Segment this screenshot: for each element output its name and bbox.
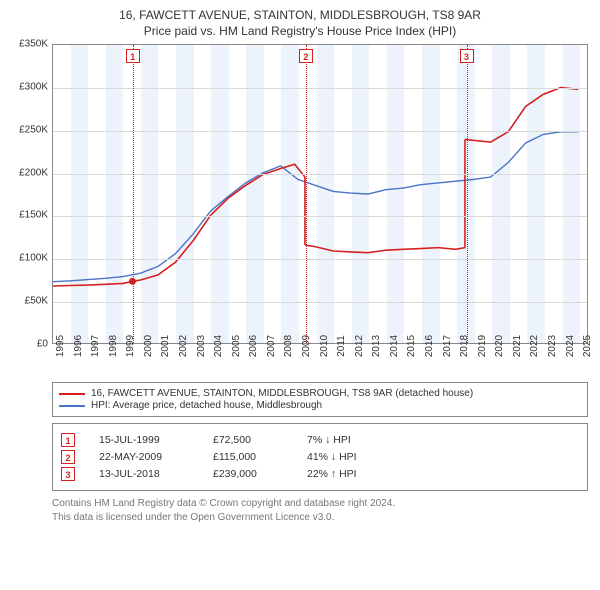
x-tick-label: 2004 <box>213 335 224 357</box>
legend-item: HPI: Average price, detached house, Midd… <box>59 400 581 411</box>
event-number-box: 1 <box>61 433 75 447</box>
y-tick-label: £350K <box>19 39 48 50</box>
series-line <box>133 164 305 281</box>
event-marker-line <box>306 45 307 343</box>
x-tick-label: 2024 <box>565 335 576 357</box>
event-date: 13-JUL-2018 <box>99 468 189 480</box>
event-diff: 41% ↓ HPI <box>307 451 357 463</box>
x-axis: 1995199619971998199920002001200220032004… <box>52 344 588 378</box>
series-line <box>53 281 133 286</box>
legend-label: HPI: Average price, detached house, Midd… <box>91 400 322 411</box>
x-tick-label: 2003 <box>196 335 207 357</box>
x-tick-label: 2013 <box>371 335 382 357</box>
series-line <box>465 88 578 142</box>
y-tick-label: £300K <box>19 81 48 92</box>
event-marker-line <box>133 45 134 343</box>
legend-swatch <box>59 393 85 395</box>
x-tick-label: 2011 <box>336 335 347 357</box>
plot-area: 1 2 3 <box>52 44 588 344</box>
event-date: 15-JUL-1999 <box>99 434 189 446</box>
event-diff: 7% ↓ HPI <box>307 434 351 446</box>
event-marker-box: 1 <box>126 49 140 63</box>
footer-line: This data is licensed under the Open Gov… <box>52 511 590 525</box>
event-price: £72,500 <box>213 434 283 446</box>
footer: Contains HM Land Registry data © Crown c… <box>52 497 590 524</box>
event-marker-box: 2 <box>299 49 313 63</box>
x-tick-label: 2001 <box>160 335 171 357</box>
y-tick-label: £200K <box>19 167 48 178</box>
event-price: £239,000 <box>213 468 283 480</box>
footer-line: Contains HM Land Registry data © Crown c… <box>52 497 590 511</box>
x-tick-label: 2010 <box>319 335 330 357</box>
x-tick-label: 2008 <box>283 335 294 357</box>
event-date: 22-MAY-2009 <box>99 451 189 463</box>
x-tick-label: 2012 <box>354 335 365 357</box>
title-address: 16, FAWCETT AVENUE, STAINTON, MIDDLESBRO… <box>10 8 590 22</box>
x-tick-label: 2016 <box>424 335 435 357</box>
x-tick-label: 2014 <box>389 335 400 357</box>
x-tick-label: 2023 <box>547 335 558 357</box>
event-number-box: 2 <box>61 450 75 464</box>
x-tick-label: 2021 <box>512 335 523 357</box>
y-tick-label: £100K <box>19 253 48 264</box>
y-axis: £0£50K£100K£150K£200K£250K£300K£350K <box>10 44 50 344</box>
x-tick-label: 2009 <box>301 335 312 357</box>
chart: £0£50K£100K£150K£200K£250K£300K£350K 123 <box>10 44 590 344</box>
event-diff: 22% ↑ HPI <box>307 468 357 480</box>
event-row: 1 15-JUL-1999 £72,500 7% ↓ HPI <box>61 433 579 447</box>
event-row: 3 13-JUL-2018 £239,000 22% ↑ HPI <box>61 467 579 481</box>
x-tick-label: 1995 <box>55 335 66 357</box>
legend: 16, FAWCETT AVENUE, STAINTON, MIDDLESBRO… <box>52 382 588 417</box>
event-row: 2 22-MAY-2009 £115,000 41% ↓ HPI <box>61 450 579 464</box>
x-tick-label: 2018 <box>459 335 470 357</box>
y-tick-label: £0 <box>37 339 48 350</box>
x-tick-label: 2005 <box>231 335 242 357</box>
y-tick-label: £250K <box>19 124 48 135</box>
series-line <box>305 245 465 253</box>
event-number-box: 3 <box>61 467 75 481</box>
y-tick-label: £50K <box>25 296 48 307</box>
event-price: £115,000 <box>213 451 283 463</box>
x-tick-label: 2006 <box>248 335 259 357</box>
legend-swatch <box>59 405 85 407</box>
x-tick-label: 1999 <box>125 335 136 357</box>
event-marker-line <box>467 45 468 343</box>
x-tick-label: 2000 <box>143 335 154 357</box>
legend-label: 16, FAWCETT AVENUE, STAINTON, MIDDLESBRO… <box>91 388 473 399</box>
x-tick-label: 2020 <box>494 335 505 357</box>
x-tick-label: 2025 <box>582 335 593 357</box>
events-table: 1 15-JUL-1999 £72,500 7% ↓ HPI 2 22-MAY-2009 £… <box>52 423 588 491</box>
x-tick-label: 2022 <box>529 335 540 357</box>
x-tick-label: 2002 <box>178 335 189 357</box>
x-tick-label: 1996 <box>73 335 84 357</box>
x-tick-label: 1997 <box>90 335 101 357</box>
x-tick-label: 2015 <box>406 335 417 357</box>
x-tick-label: 2007 <box>266 335 277 357</box>
title-subtitle: Price paid vs. HM Land Registry's House … <box>10 24 590 38</box>
event-marker-box: 3 <box>460 49 474 63</box>
y-tick-label: £150K <box>19 210 48 221</box>
x-tick-label: 1998 <box>108 335 119 357</box>
legend-item: 16, FAWCETT AVENUE, STAINTON, MIDDLESBRO… <box>59 388 581 399</box>
x-tick-label: 2019 <box>477 335 488 357</box>
x-tick-label: 2017 <box>442 335 453 357</box>
